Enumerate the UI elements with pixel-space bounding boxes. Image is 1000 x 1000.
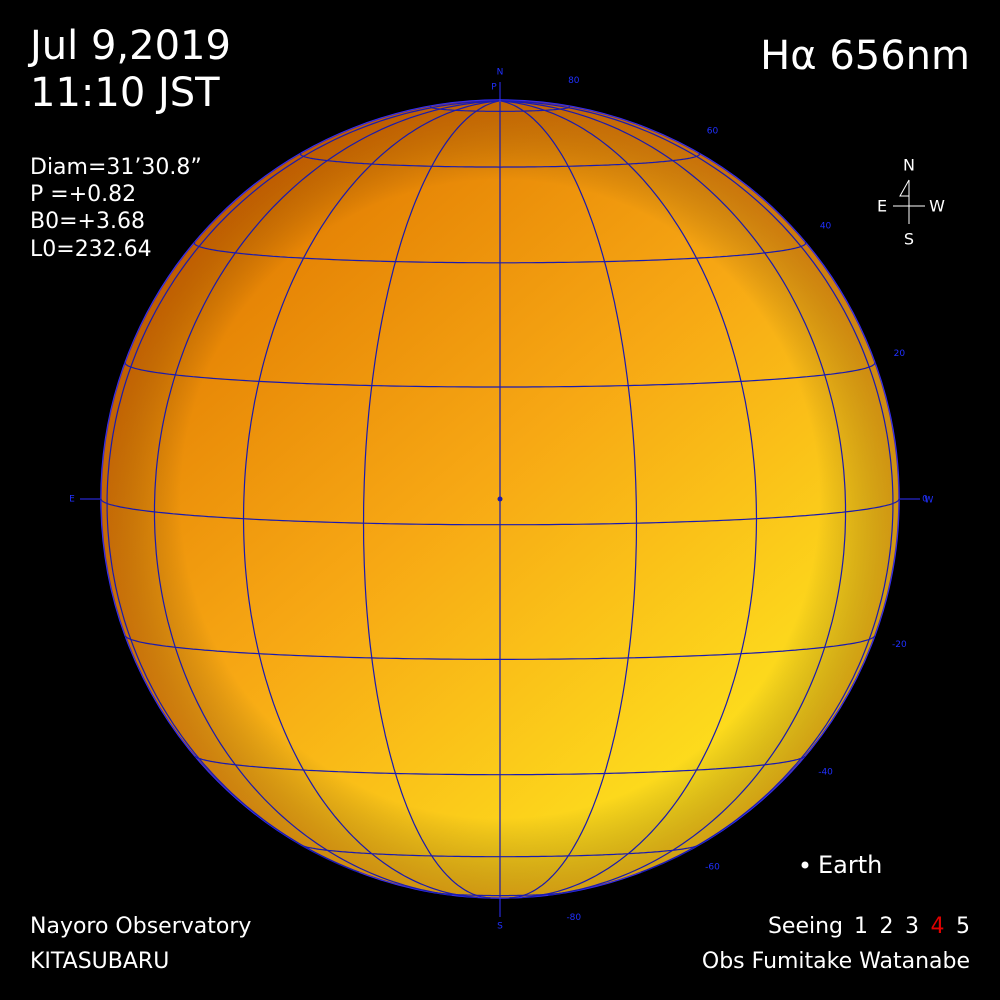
seeing-value: 5 [956,914,970,939]
east-label: E [69,495,75,505]
date: Jul 9,2019 [27,23,231,69]
parameter: Diam=31’30.8” [30,155,202,180]
grid-line [153,100,501,896]
observatory: Nayoro Observatory [30,914,251,939]
parameter: P =+0.82 [30,182,136,207]
west-label: W [925,496,934,506]
latitude-label: 80 [568,76,580,86]
seeing-value: 2 [880,914,894,939]
seeing-value: 1 [854,914,868,939]
observer: Obs Fumitake Watanabe [702,949,970,974]
compass-w: W [929,197,945,216]
south-label: S [497,922,503,932]
time: 11:10 JST [30,70,220,116]
seeing-value: 4 [931,914,945,939]
latitude-label: -60 [705,863,720,873]
compass-s: S [904,230,914,249]
wavelength: Hα 656nm [760,33,970,79]
latitude-label: 60 [707,126,719,136]
parameter: B0=+3.68 [30,209,145,234]
earth-label: Earth [818,851,882,879]
compass: N E W S [877,156,945,249]
north-label: N [497,68,504,78]
earth-dot [801,861,809,869]
compass-e: E [877,197,887,216]
grid-line [499,100,847,896]
parameter: L0=232.64 [30,237,152,262]
latitude-label: 0 [922,495,928,505]
latitude-label: 20 [894,349,906,359]
grid-line [242,100,501,898]
seeing-label: Seeing [768,914,843,939]
latitude-label: -40 [818,768,833,778]
compass-n: N [903,156,915,175]
disk-center [497,496,503,502]
seeing-value: 3 [905,914,919,939]
grid-line [499,100,638,899]
latitude-label: 40 [820,221,832,231]
grid-line [362,100,501,899]
observatory: KITASUBARU [30,949,169,974]
pole-label: P [491,83,497,93]
grid-line [106,100,501,873]
grid-line [499,100,758,898]
grid-line [499,100,894,873]
latitude-label: -80 [566,913,581,923]
latitude-label: -20 [892,640,907,650]
coordinate-grid [100,100,900,899]
